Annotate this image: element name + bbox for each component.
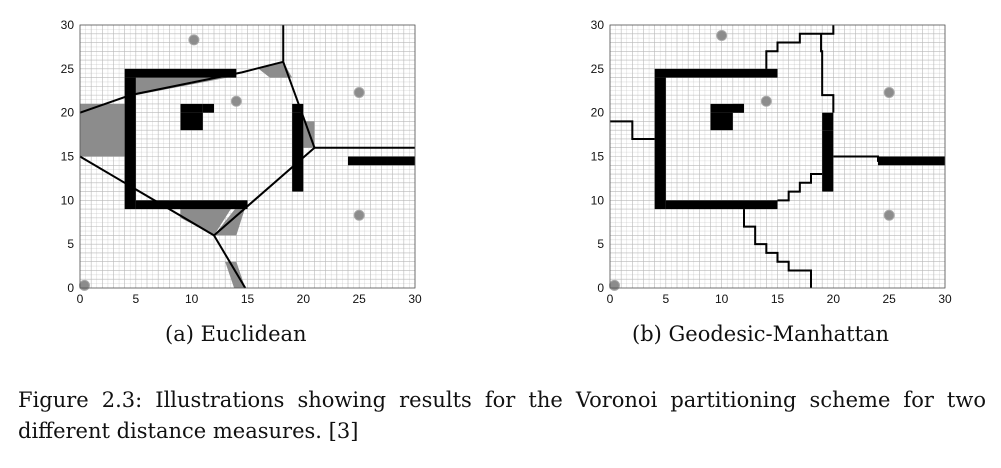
y-tick-label: 10 (61, 193, 75, 207)
y-tick-label: 0 (597, 281, 604, 295)
axes-frame (79, 24, 416, 289)
y-tick-label: 30 (591, 18, 605, 32)
voronoi-plot-geodesic-manhattan: 0 5 10 15 20 25 30 0 5 10 15 20 25 30 (591, 18, 952, 306)
x-tick-label: 25 (882, 292, 896, 306)
y-tick-label: 5 (67, 237, 74, 251)
x-tick-label: 15 (771, 292, 785, 306)
panel-euclidean: 0 5 10 15 20 25 30 0 5 10 15 20 25 30 (40, 10, 440, 315)
y-tick-label: 20 (61, 106, 75, 120)
seed-point (760, 95, 772, 107)
y-tick-label: 10 (591, 193, 605, 207)
voronoi-boundary (610, 120, 655, 140)
obstacle-cell-block (665, 200, 778, 210)
voronoi-plot-euclidean: 0 5 10 15 20 25 30 0 5 10 15 20 25 30 (61, 18, 422, 306)
x-tick-label: 15 (241, 292, 255, 306)
seed-point (883, 209, 895, 221)
y-tick-label: 30 (61, 18, 75, 32)
voronoi-boundary (213, 234, 247, 289)
seed-point (230, 95, 242, 107)
seed-point (188, 34, 200, 46)
x-tick-label: 10 (185, 292, 199, 306)
seed-point (78, 279, 90, 291)
panel-geodesic-manhattan: 0 5 10 15 20 25 30 0 5 10 15 20 25 30 (570, 10, 970, 315)
seed-point (883, 87, 895, 99)
obstacle-cell-block (292, 103, 304, 113)
x-tick-label: 30 (408, 292, 422, 306)
obstacle-cell-block (202, 103, 214, 113)
obstacle-cell-block (654, 77, 666, 210)
y-tick-label: 15 (61, 150, 75, 164)
voronoi-boundary (820, 33, 835, 113)
obstacle-cell-block (180, 112, 203, 131)
obstacle-cell-block (710, 112, 733, 131)
obstacle-cell-block (124, 77, 136, 210)
voronoi-boundary (765, 25, 835, 69)
obstacle-cell-block (180, 103, 203, 113)
seed-point (608, 279, 620, 291)
x-tick-label: 20 (297, 292, 311, 306)
obstacle-cell-block (822, 130, 834, 192)
x-tick-label: 20 (827, 292, 841, 306)
y-tick-label: 25 (591, 62, 605, 76)
voronoi-boundary (777, 173, 823, 202)
figure-caption: Figure 2.3: Illustrations showing result… (18, 388, 986, 443)
voronoi-boundary (282, 61, 316, 149)
y-tick-label: 25 (61, 62, 75, 76)
seed-point (353, 209, 365, 221)
x-tick-label: 5 (662, 292, 669, 306)
voronoi-boundary (743, 209, 812, 288)
obstacle-cell-block (710, 103, 744, 113)
voronoi-boundary (833, 155, 945, 162)
y-tick-label: 20 (591, 106, 605, 120)
x-tick-label: 10 (715, 292, 729, 306)
y-tick-label: 0 (67, 281, 74, 295)
axes-frame (609, 24, 946, 289)
seed-point (353, 87, 365, 99)
x-tick-label: 0 (77, 292, 84, 306)
x-tick-label: 30 (938, 292, 952, 306)
y-tick-label: 5 (597, 237, 604, 251)
voronoi-boundary (79, 60, 284, 114)
x-tick-label: 0 (607, 292, 614, 306)
obstacle-cell-block (348, 156, 415, 166)
obstacle-cell-block (822, 112, 834, 131)
y-tick-label: 15 (591, 150, 605, 164)
obstacle-cell-block (292, 112, 304, 192)
obstacle-cell-block (135, 200, 248, 210)
obstacle-cell-block (732, 103, 744, 113)
subcaption-a: (a) Euclidean (165, 322, 307, 346)
subcaption-b: (b) Geodesic-Manhattan (632, 322, 890, 346)
x-tick-label: 25 (352, 292, 366, 306)
shaded-region (80, 103, 125, 157)
obstacle-cell-block (654, 68, 778, 78)
obstacle-cell-block (124, 68, 237, 78)
shaded-region (135, 75, 237, 96)
seed-point (716, 30, 728, 42)
x-tick-label: 5 (132, 292, 139, 306)
